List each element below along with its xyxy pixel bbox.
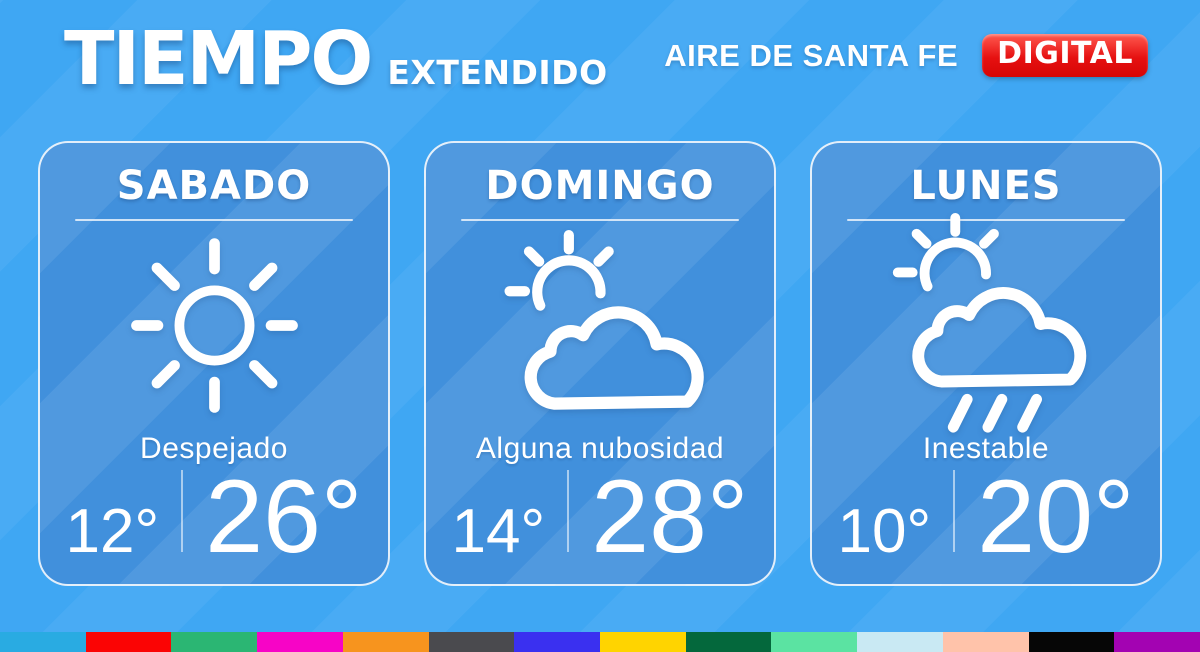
color-bar-segment (0, 632, 86, 652)
day-title: DOMINGO (485, 163, 715, 209)
color-bar-segment (257, 632, 343, 652)
min-temp: 14° (451, 497, 546, 567)
color-bar-segment (514, 632, 601, 652)
show-title: TIEMPO (64, 16, 373, 102)
temperatures: 14° 28° (426, 459, 774, 576)
min-temp: 12° (65, 497, 160, 567)
show-subtitle: EXTENDIDO (387, 53, 608, 92)
color-bar-segment (85, 632, 172, 652)
color-bar (0, 632, 1200, 652)
min-temp: 10° (837, 497, 932, 567)
rain-cloud-icon (892, 213, 1087, 433)
sun-cloud-icon (504, 229, 704, 410)
brand-block: AIRE DE SANTA FE DIGITAL (664, 34, 1148, 77)
color-bar-segment (428, 632, 515, 652)
max-temp: 26° (205, 459, 363, 576)
color-bar-segment (1114, 632, 1200, 652)
condition-label: Alguna nubosidad (475, 432, 725, 466)
header: TIEMPO EXTENDIDO AIRE DE SANTA FE DIGITA… (0, 0, 1200, 130)
color-bar-segment (600, 632, 686, 652)
forecast-cards: SABADO Despejado 12° (38, 141, 1162, 586)
day-title: SABADO (116, 163, 312, 209)
brand-badge: DIGITAL (982, 34, 1148, 77)
color-bar-segment (685, 632, 772, 652)
color-bar-segment (942, 632, 1029, 652)
color-bar-segment (857, 632, 943, 652)
color-bar-segment (171, 632, 258, 652)
condition-label: Inestable (922, 432, 1050, 466)
brand-name: AIRE DE SANTA FE (664, 37, 959, 73)
condition-label: Despejado (140, 432, 288, 466)
color-bar-segment (1028, 632, 1115, 652)
weather-icon-wrap (40, 221, 388, 430)
forecast-card: LUNES Inestable (810, 141, 1162, 586)
day-divider (461, 219, 739, 221)
forecast-card: DOMINGO Alguna nubosidad 14° 28° (424, 141, 776, 586)
show-logo: TIEMPO EXTENDIDO (64, 16, 608, 102)
weather-icon-wrap (426, 221, 774, 430)
temperatures: 10° 20° (812, 459, 1160, 576)
forecast-card: SABADO Despejado 12° (38, 141, 390, 586)
color-bar-segment (342, 632, 429, 652)
temperatures: 12° 26° (40, 459, 388, 576)
day-divider (75, 219, 353, 221)
max-temp: 20° (977, 459, 1135, 576)
sun-icon (130, 238, 298, 413)
day-title: LUNES (910, 163, 1062, 209)
day-divider (847, 219, 1125, 221)
temp-divider (953, 470, 956, 553)
max-temp: 28° (591, 459, 749, 576)
color-bar-segment (771, 632, 858, 652)
temp-divider (181, 470, 184, 553)
temp-divider (567, 470, 570, 553)
weather-icon-wrap (812, 213, 1160, 433)
